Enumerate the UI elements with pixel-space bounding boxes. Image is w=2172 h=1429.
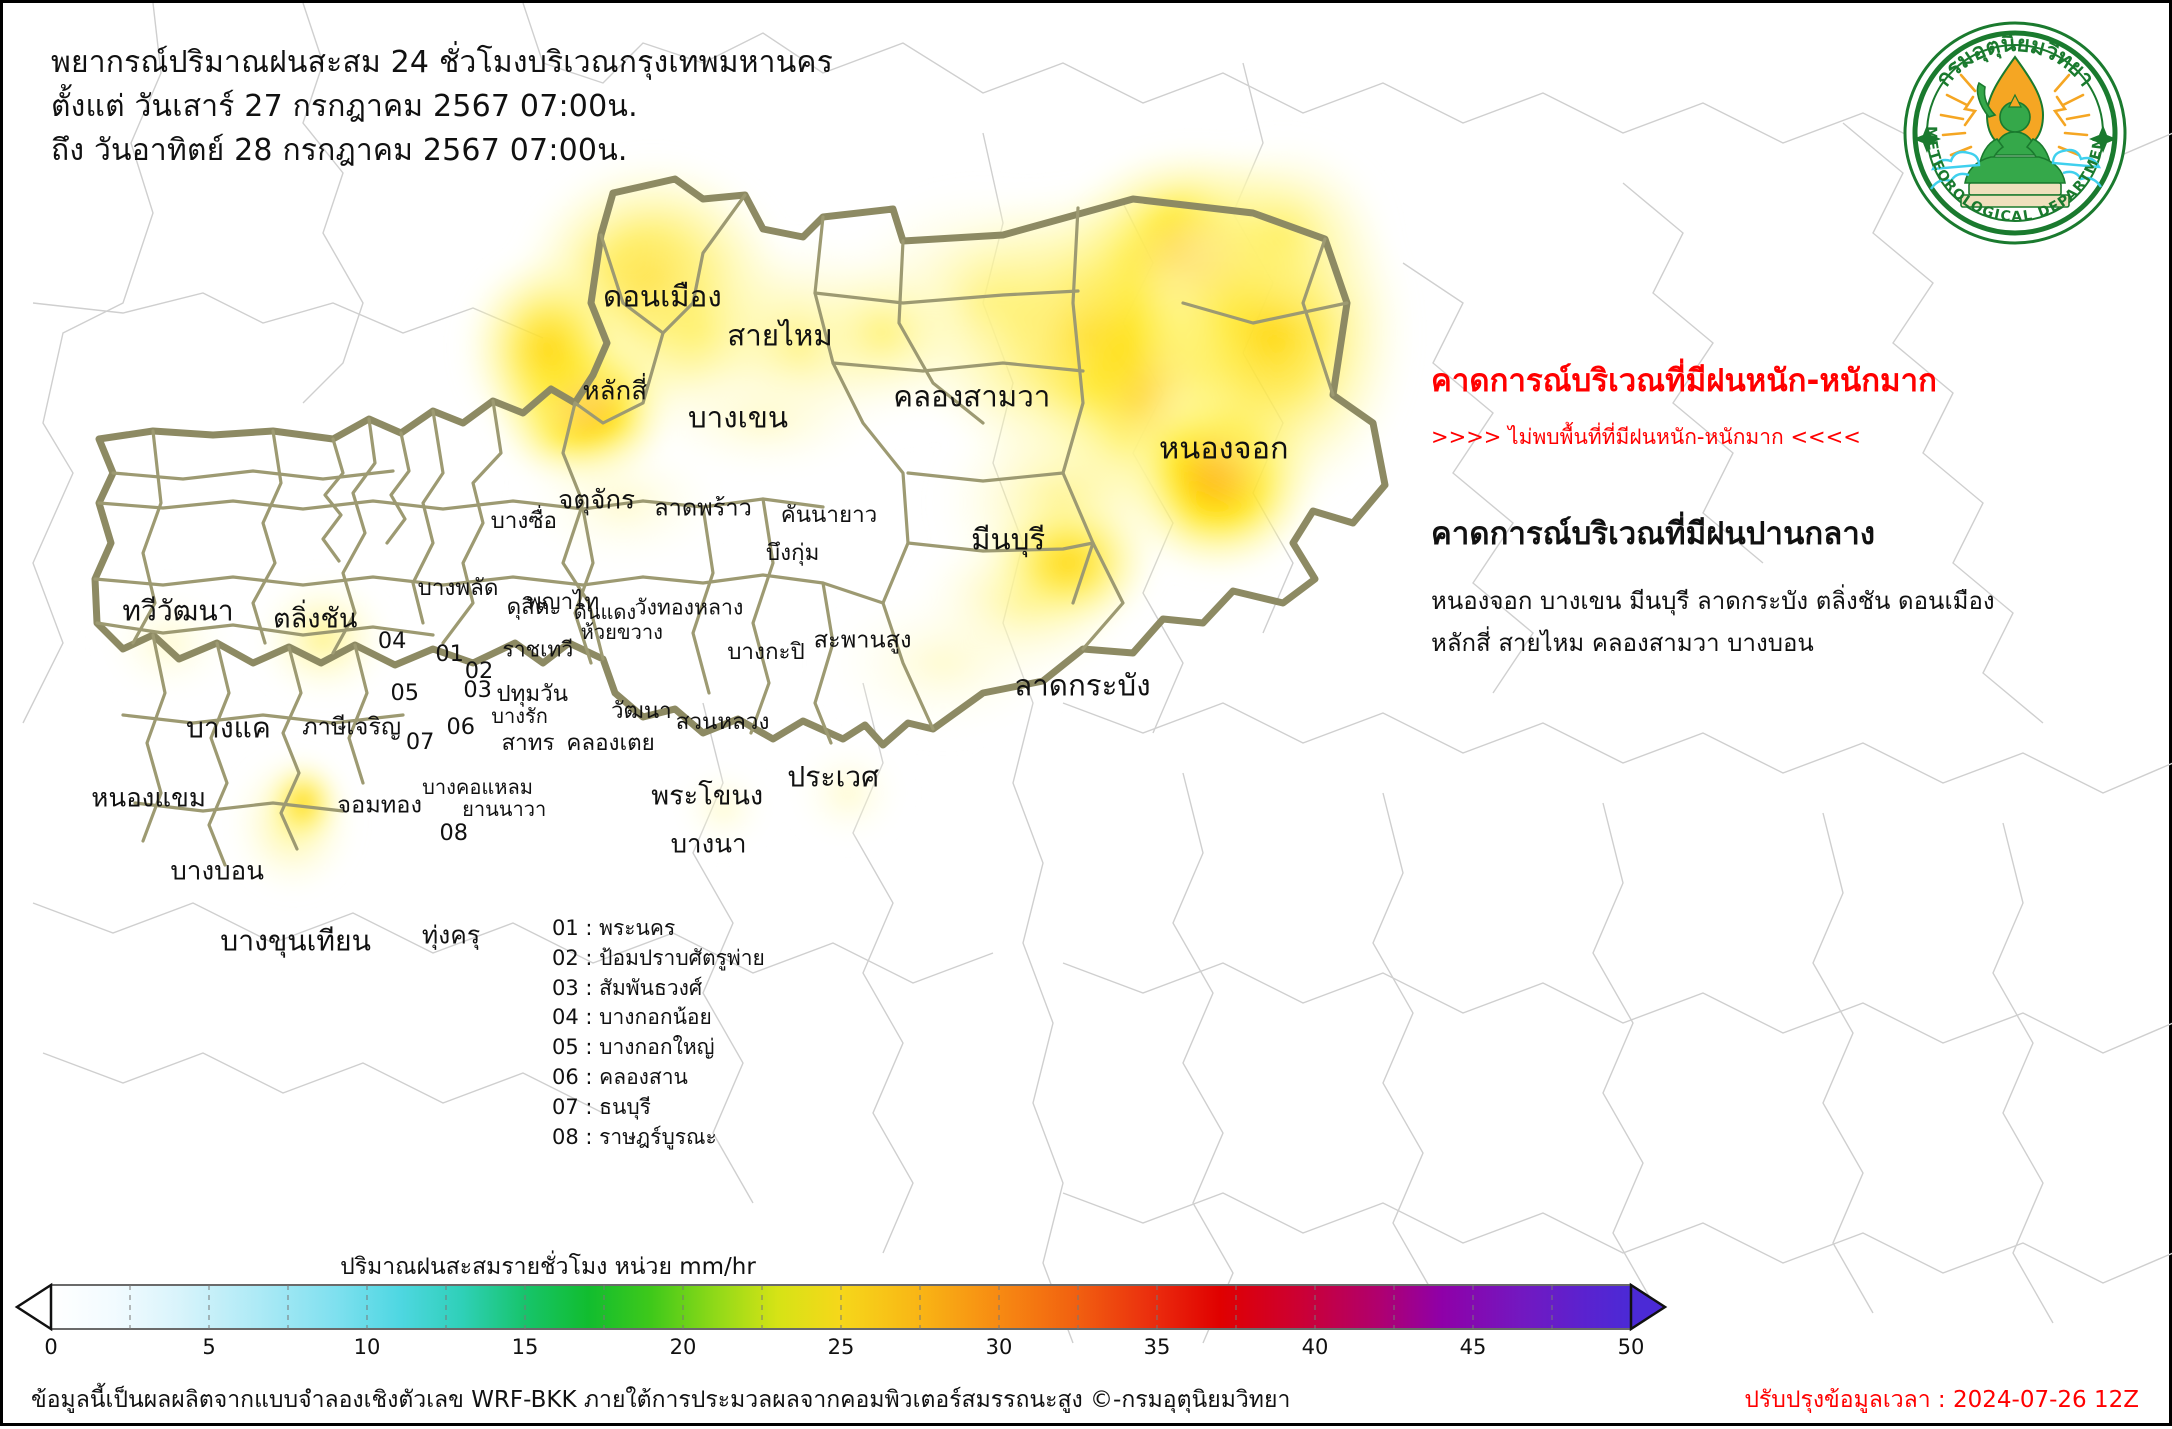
rainfall-field-layer xyxy=(98,133,1413,898)
colorbar-tick: 20 xyxy=(669,1335,697,1359)
moderate-districts-line-1: หนองจอก บางเขน มีนบุรี ลาดกระบัง ตลิ่งชั… xyxy=(1431,587,1995,615)
page-title: พยากรณ์ปริมาณฝนสะสม 24 ชั่วโมงบริเวณกรุง… xyxy=(51,41,833,172)
tmd-seal-logo: กรมอุตุนิยมวิทยา METEOROLOGICAL DEPARTME… xyxy=(1898,9,2127,245)
tmd-seal-svg: กรมอุตุนิยมวิทยา METEOROLOGICAL DEPARTME… xyxy=(1898,9,2127,245)
colorbar-tick: 30 xyxy=(985,1335,1013,1359)
title-line-2: ตั้งแต่ วันเสาร์ 27 กรกฎาคม 2567 07:00น. xyxy=(51,88,638,124)
title-line-3: ถึง วันอาทิตย์ 28 กรกฎาคม 2567 07:00น. xyxy=(51,132,628,168)
colorbar-tick: 10 xyxy=(353,1335,381,1359)
colorbar-tick: 45 xyxy=(1459,1335,1487,1359)
moderate-rain-districts: หนองจอก บางเขน มีนบุรี ลาดกระบัง ตลิ่งชั… xyxy=(1431,580,2141,664)
district-code-row: 04 : บางกอกน้อย xyxy=(552,1005,712,1030)
district-code-row: 08 : ราษฎร์บูรณะ xyxy=(552,1124,717,1149)
colorbar-tick: 35 xyxy=(1143,1335,1171,1359)
colorbar-tick-labels: 0 5 10 15 20 25 30 35 40 45 50 xyxy=(44,1335,1644,1365)
district-code-row: 01 : พระนคร xyxy=(552,916,676,940)
moderate-districts-line-2: หลักสี่ สายไหม คลองสามวา บางบอน xyxy=(1431,629,1814,657)
heavy-rain-heading: คาดการณ์บริเวณที่มีฝนหนัก-หนักมาก xyxy=(1431,363,1938,399)
colorbar-tick: 5 xyxy=(202,1335,216,1359)
colorbar-graphic xyxy=(14,1282,1668,1332)
district-boundaries xyxy=(93,193,1349,867)
heavy-rain-note: >>>> ไม่พบพื้นที่ที่มีฝนหนัก-หนักมาก <<<… xyxy=(1431,425,1861,449)
colorbar-title: ปริมาณฝนสะสมรายชั่วโมง หน่วย mm/hr xyxy=(340,1254,756,1280)
district-code-row: 02 : ป้อมปราบศัตรูพ่าย xyxy=(552,945,765,970)
colorbar-tick: 25 xyxy=(827,1335,855,1359)
district-code-legend: 01 : พระนคร 02 : ป้อมปราบศัตรูพ่าย 03 : สั… xyxy=(552,914,765,1153)
district-code-row: 03 : สัมพันธวงศ์ xyxy=(552,975,703,1000)
title-line-1: พยากรณ์ปริมาณฝนสะสม 24 ชั่วโมงบริเวณกรุง… xyxy=(51,45,834,80)
district-code-row: 05 : บางกอกใหญ่ xyxy=(552,1035,715,1060)
colorbar-tick: 50 xyxy=(1617,1335,1645,1359)
colorbar-tick: 15 xyxy=(511,1335,539,1359)
moderate-rain-heading: คาดการณ์บริเวณที่มีฝนปานกลาง xyxy=(1431,516,1876,552)
footer-source-text: ข้อมูลนี้เป็นผลผลิตจากแบบจำลองเชิงตัวเลข… xyxy=(31,1387,1291,1413)
colorbar-tick: 0 xyxy=(44,1335,58,1359)
rainfall-map-canvas xyxy=(14,3,2172,1344)
footer-update-time: ปรับปรุงข้อมูลเวลา : 2024-07-26 12Z xyxy=(1744,1387,2139,1413)
forecast-legend: คาดการณ์บริเวณที่มีฝนหนัก-หนักมาก >>>> ไ… xyxy=(1431,355,2141,664)
district-code-row: 07 : ธนบุรี xyxy=(552,1094,651,1119)
colorbar-tick: 40 xyxy=(1301,1335,1329,1359)
footer-bar: ข้อมูลนี้เป็นผลผลิตจากแบบจำลองเชิงตัวเลข… xyxy=(3,1375,2172,1425)
district-code-row: 06 : คลองสาน xyxy=(552,1065,688,1090)
